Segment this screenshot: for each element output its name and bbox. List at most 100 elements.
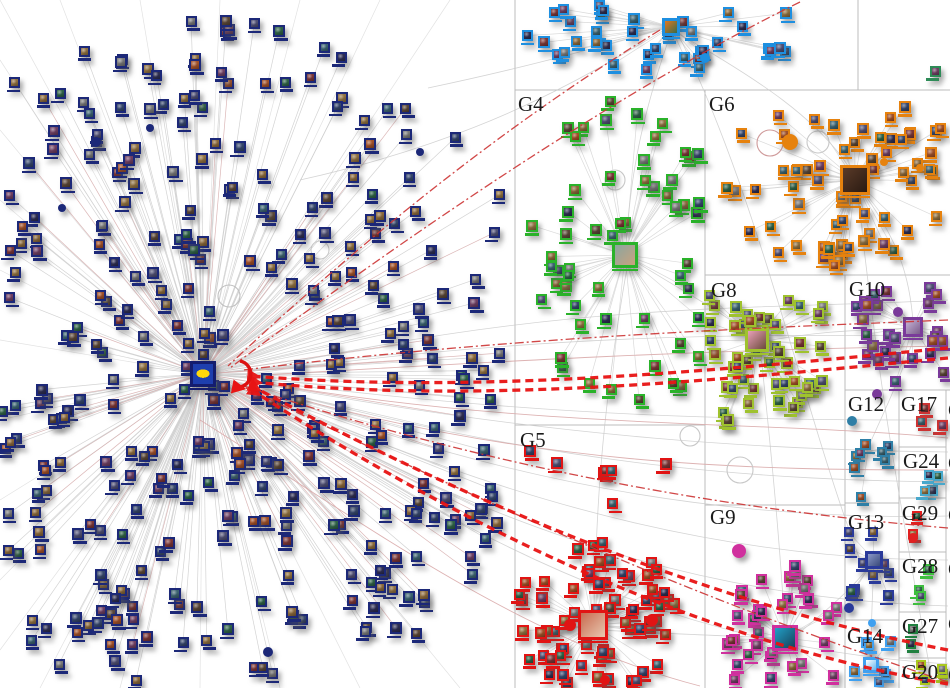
graph-node[interactable] xyxy=(34,544,46,556)
graph-node[interactable] xyxy=(107,399,119,411)
graph-node-disk[interactable] xyxy=(847,416,857,426)
graph-node[interactable] xyxy=(656,118,668,130)
graph-node[interactable] xyxy=(884,635,896,647)
graph-node[interactable] xyxy=(555,650,567,661)
graph-node[interactable] xyxy=(168,588,181,600)
graph-node[interactable] xyxy=(845,544,856,555)
graph-node[interactable] xyxy=(177,637,189,649)
graph-node[interactable] xyxy=(251,389,263,401)
graph-node[interactable] xyxy=(336,51,348,63)
graph-node[interactable] xyxy=(675,269,686,281)
cluster-center-node[interactable] xyxy=(865,551,883,569)
graph-node[interactable] xyxy=(787,181,799,193)
graph-node[interactable] xyxy=(259,78,271,90)
graph-node[interactable] xyxy=(9,266,21,278)
graph-node[interactable] xyxy=(491,516,504,529)
graph-node[interactable] xyxy=(31,233,43,245)
graph-node[interactable] xyxy=(59,177,72,190)
graph-node[interactable] xyxy=(234,458,246,471)
graph-node[interactable] xyxy=(653,601,665,613)
graph-node[interactable] xyxy=(23,157,36,170)
graph-node[interactable] xyxy=(308,285,320,297)
graph-node[interactable] xyxy=(413,302,425,315)
graph-node[interactable] xyxy=(347,594,359,606)
graph-node[interactable] xyxy=(937,419,949,431)
graph-node[interactable] xyxy=(367,188,379,200)
graph-node[interactable] xyxy=(868,526,878,537)
graph-node[interactable] xyxy=(318,227,331,240)
graph-node[interactable] xyxy=(923,163,935,175)
graph-node[interactable] xyxy=(3,508,14,520)
graph-node[interactable] xyxy=(122,154,135,166)
graph-node[interactable] xyxy=(560,279,573,292)
graph-node[interactable] xyxy=(559,228,572,241)
graph-node-disk[interactable] xyxy=(893,307,903,317)
graph-node[interactable] xyxy=(30,244,43,257)
graph-node[interactable] xyxy=(638,153,651,166)
graph-node[interactable] xyxy=(627,13,640,25)
graph-node[interactable] xyxy=(348,172,360,184)
graph-node[interactable] xyxy=(386,584,398,595)
graph-node[interactable] xyxy=(157,98,169,110)
graph-node[interactable] xyxy=(742,397,754,409)
graph-node[interactable] xyxy=(164,392,176,404)
graph-node[interactable] xyxy=(94,290,106,301)
graph-node[interactable] xyxy=(905,638,916,649)
graph-node[interactable] xyxy=(260,372,272,384)
graph-node[interactable] xyxy=(345,569,357,581)
graph-node[interactable] xyxy=(36,383,49,396)
graph-node[interactable] xyxy=(779,7,792,20)
graph-node[interactable] xyxy=(633,393,645,405)
graph-node[interactable] xyxy=(303,449,316,462)
graph-node[interactable] xyxy=(793,337,806,349)
graph-node[interactable] xyxy=(148,230,160,242)
graph-node[interactable] xyxy=(576,660,588,672)
graph-node[interactable] xyxy=(222,510,235,523)
graph-node[interactable] xyxy=(397,321,409,333)
graph-node[interactable] xyxy=(535,294,547,305)
graph-node[interactable] xyxy=(726,382,738,394)
graph-node[interactable] xyxy=(679,147,691,159)
graph-node[interactable] xyxy=(803,593,815,605)
graph-node[interactable] xyxy=(930,288,942,300)
graph-node[interactable] xyxy=(731,658,743,670)
graph-node[interactable] xyxy=(773,110,785,122)
graph-node-disk[interactable] xyxy=(58,204,66,212)
graph-node[interactable] xyxy=(344,314,357,326)
graph-node[interactable] xyxy=(280,76,292,88)
graph-node[interactable] xyxy=(650,563,662,575)
graph-node[interactable] xyxy=(0,406,8,418)
graph-node[interactable] xyxy=(303,253,315,265)
graph-node[interactable] xyxy=(911,510,922,521)
graph-node[interactable] xyxy=(247,515,259,527)
graph-node[interactable] xyxy=(13,547,25,559)
graph-node[interactable] xyxy=(255,596,267,607)
graph-node[interactable] xyxy=(814,160,827,173)
graph-node[interactable] xyxy=(590,25,602,37)
graph-node[interactable] xyxy=(569,184,582,196)
graph-node[interactable] xyxy=(279,506,292,519)
graph-node[interactable] xyxy=(418,589,431,602)
graph-node[interactable] xyxy=(2,545,14,556)
graph-node[interactable] xyxy=(39,465,51,477)
graph-node[interactable] xyxy=(115,56,128,69)
graph-node[interactable] xyxy=(368,279,380,291)
graph-node[interactable] xyxy=(454,409,467,422)
graph-node[interactable] xyxy=(131,503,143,515)
graph-node[interactable] xyxy=(554,351,567,364)
graph-node[interactable] xyxy=(854,448,865,459)
graph-node[interactable] xyxy=(138,330,150,342)
graph-node[interactable] xyxy=(639,175,651,187)
graph-node[interactable] xyxy=(749,184,761,196)
graph-node[interactable] xyxy=(449,466,460,478)
graph-node[interactable] xyxy=(667,377,679,389)
graph-node[interactable] xyxy=(116,584,128,596)
graph-node[interactable] xyxy=(604,95,616,107)
graph-node[interactable] xyxy=(920,675,931,686)
graph-node[interactable] xyxy=(583,377,595,389)
graph-node[interactable] xyxy=(146,267,159,280)
graph-node[interactable] xyxy=(427,353,438,365)
graph-node[interactable] xyxy=(630,674,642,686)
graph-node[interactable] xyxy=(902,224,914,236)
graph-node[interactable] xyxy=(402,422,414,434)
